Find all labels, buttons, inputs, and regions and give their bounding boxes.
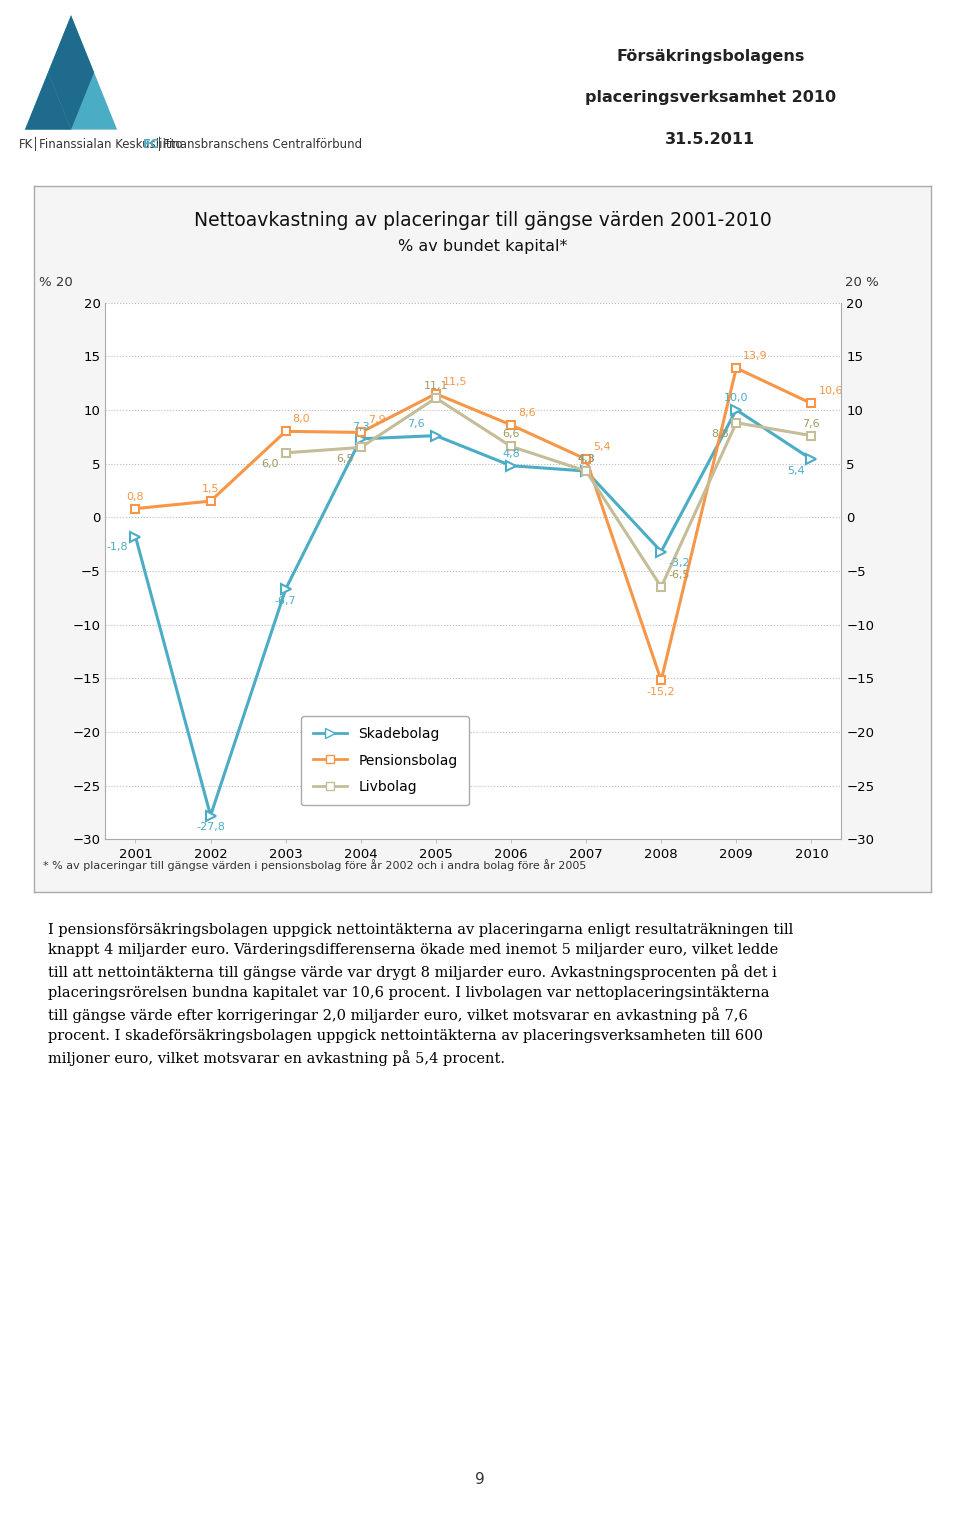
Text: 9: 9	[475, 1472, 485, 1487]
Text: 11,1: 11,1	[423, 381, 448, 390]
Text: 7,3: 7,3	[352, 422, 370, 432]
Polygon shape	[25, 15, 117, 130]
Text: * % av placeringar till gängse värden i pensionsbolag före år 2002 och i andra b: * % av placeringar till gängse värden i …	[43, 860, 587, 871]
Text: 13,9: 13,9	[743, 351, 768, 361]
Text: 20 %: 20 %	[845, 276, 878, 290]
Text: │Finansbranschens Centralförbund: │Finansbranschens Centralförbund	[156, 137, 363, 151]
Text: % av bundet kapital*: % av bundet kapital*	[397, 239, 567, 255]
Text: 7,6: 7,6	[803, 419, 820, 429]
Text: % 20: % 20	[39, 276, 73, 290]
Text: 11,5: 11,5	[443, 377, 468, 387]
Text: 0,8: 0,8	[127, 491, 144, 502]
Text: 6,0: 6,0	[261, 459, 278, 470]
Text: -27,8: -27,8	[196, 822, 225, 833]
Text: I pensionsförsäkringsbolagen uppgick nettointäkterna av placeringarna enligt res: I pensionsförsäkringsbolagen uppgick net…	[48, 923, 793, 1066]
Text: 5,4: 5,4	[593, 442, 611, 453]
Text: 5,4: 5,4	[787, 467, 804, 476]
Text: 31.5.2011: 31.5.2011	[665, 131, 756, 146]
Text: 6,5: 6,5	[336, 454, 354, 464]
Text: -1,8: -1,8	[107, 541, 129, 552]
Text: 10,0: 10,0	[724, 393, 749, 403]
Text: Försäkringsbolagens: Försäkringsbolagens	[616, 49, 804, 64]
Text: -3,2: -3,2	[668, 558, 689, 569]
Text: 6,6: 6,6	[502, 430, 519, 439]
Text: 4,3: 4,3	[577, 454, 595, 464]
Text: 10,6: 10,6	[818, 386, 843, 396]
Text: Nettoavkastning av placeringar till gängse värden 2001-2010: Nettoavkastning av placeringar till gäng…	[194, 210, 771, 230]
Text: 8,6: 8,6	[518, 409, 536, 418]
Text: FC: FC	[143, 137, 160, 151]
Polygon shape	[25, 72, 71, 130]
Text: -15,2: -15,2	[647, 686, 676, 697]
Text: -6,5: -6,5	[668, 570, 689, 580]
Text: -6,7: -6,7	[275, 596, 297, 605]
Text: FK: FK	[19, 137, 34, 151]
Text: 4,3: 4,3	[577, 454, 595, 464]
Text: placeringsverksamhet 2010: placeringsverksamhet 2010	[585, 90, 836, 105]
Text: 8,8: 8,8	[711, 430, 730, 439]
Text: 7,9: 7,9	[368, 415, 386, 425]
Text: 7,6: 7,6	[407, 419, 424, 429]
Text: 1,5: 1,5	[202, 483, 219, 494]
Text: 4,8: 4,8	[502, 448, 520, 459]
Text: │Finanssialan Keskusliitto: │Finanssialan Keskusliitto	[33, 137, 186, 151]
Polygon shape	[48, 15, 94, 130]
Legend: Skadebolag, Pensionsbolag, Livbolag: Skadebolag, Pensionsbolag, Livbolag	[301, 717, 468, 805]
Text: 8,0: 8,0	[293, 415, 310, 424]
